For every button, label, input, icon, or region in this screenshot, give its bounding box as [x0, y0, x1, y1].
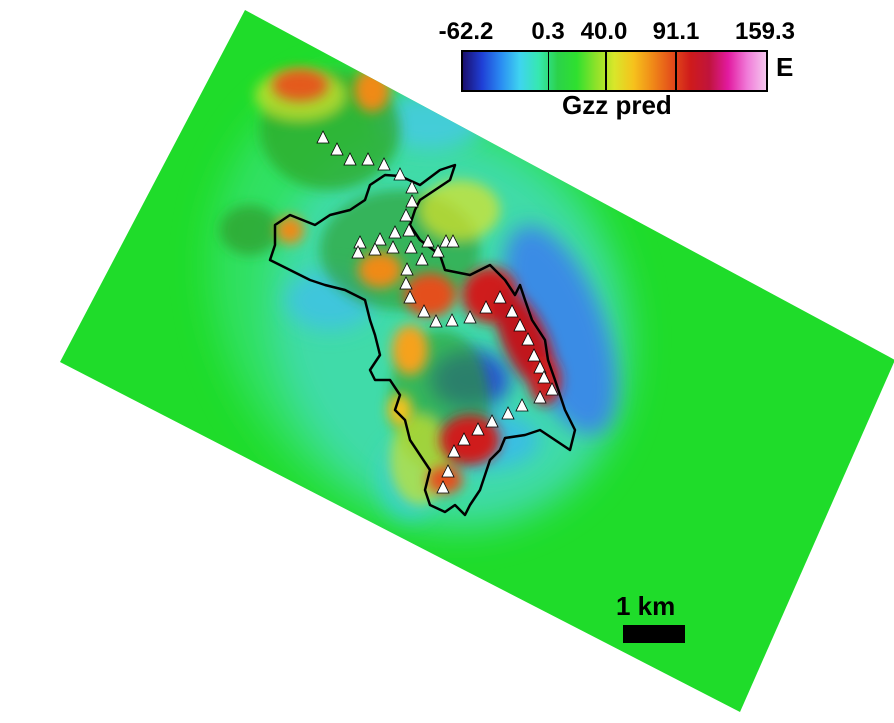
- station-marker-icon: [415, 252, 429, 266]
- station-marker-icon: [447, 444, 461, 458]
- station-marker-icon: [368, 242, 382, 256]
- station-marker-icon: [527, 348, 541, 362]
- station-marker-icon: [421, 234, 435, 248]
- station-marker-icon: [537, 370, 551, 384]
- station-marker-icon: [463, 310, 477, 324]
- station-marker-icon: [400, 262, 414, 276]
- coastline-outline: [268, 163, 577, 517]
- station-marker-icon: [386, 240, 400, 254]
- station-marker-icon: [404, 240, 418, 254]
- colorbar-tick-label: 0.3: [531, 18, 565, 45]
- scale-bar: [623, 625, 685, 643]
- station-marker-icon: [471, 422, 485, 436]
- station-marker-icon: [533, 360, 547, 374]
- station-marker-icon: [505, 304, 519, 318]
- station-marker-icon: [402, 223, 416, 237]
- station-marker-icon: [405, 194, 419, 208]
- station-marker-icon: [441, 464, 455, 478]
- station-marker-icon: [513, 318, 527, 332]
- station-marker-icon: [545, 382, 559, 396]
- station-marker-icon: [493, 290, 507, 304]
- station-marker-icon: [403, 290, 417, 304]
- colorbar-tick-label: 40.0: [580, 18, 628, 45]
- station-marker-icon: [351, 245, 365, 259]
- station-marker-icon: [373, 232, 387, 246]
- station-marker-icon: [399, 208, 413, 222]
- station-marker-icon: [353, 235, 367, 249]
- colorbar-divider: [547, 52, 550, 90]
- colorbar-divider: [675, 52, 677, 90]
- station-marker-icon: [377, 157, 391, 171]
- station-marker-icon: [417, 304, 431, 318]
- station-marker-icon: [388, 225, 402, 239]
- colorbar-title: Gzz pred: [562, 90, 672, 120]
- station-marker-icon: [361, 152, 375, 166]
- station-marker-icon: [316, 130, 330, 144]
- colorbar-divider: [605, 52, 607, 90]
- station-marker-icon: [431, 244, 445, 258]
- station-marker-icon: [330, 142, 344, 156]
- station-marker-icon: [501, 406, 515, 420]
- station-marker-icon: [436, 480, 450, 494]
- station-marker-icon: [485, 414, 499, 428]
- station-markers: [316, 130, 559, 494]
- colorbar-tick-label: 91.1: [652, 18, 700, 45]
- station-marker-icon: [393, 167, 407, 181]
- colorbar-tick-label: 159.3: [734, 18, 796, 45]
- station-marker-icon: [515, 398, 529, 412]
- colorbar-unit: E: [776, 52, 794, 82]
- station-marker-icon: [405, 180, 419, 194]
- station-marker-icon: [445, 313, 459, 327]
- scale-bar-label: 1 km: [616, 591, 676, 621]
- station-marker-icon: [479, 300, 493, 314]
- station-marker-icon: [399, 276, 413, 290]
- station-marker-icon: [429, 314, 443, 328]
- colorbar: [461, 50, 768, 92]
- station-marker-icon: [457, 432, 471, 446]
- station-marker-icon: [343, 152, 357, 166]
- station-marker-icon: [446, 234, 460, 248]
- colorbar-tick-label: -62.2: [438, 18, 494, 45]
- station-marker-icon: [533, 390, 547, 404]
- station-marker-icon: [521, 332, 535, 346]
